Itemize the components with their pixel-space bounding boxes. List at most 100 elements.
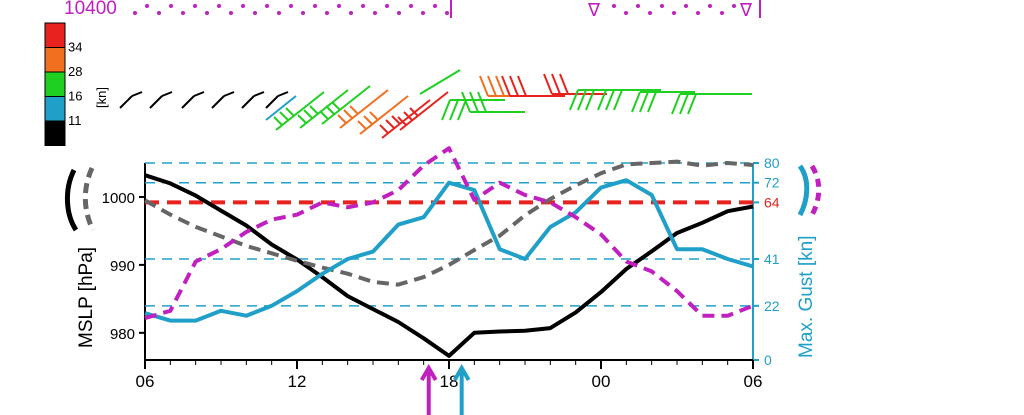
legend-tick-label: 11 [68,113,82,128]
wind-barb [241,91,265,109]
top-strip-dot [217,4,221,8]
plot-area: 980 990 1000 0 22 41 64 72 80 06 12 18 00 06 [102,146,780,415]
top-strip-dot [325,11,329,15]
top-strip-dot [193,4,197,8]
series-line-mslp_gray [144,159,754,287]
wind-barb [501,75,565,97]
top-strip-end-glyph-2: ∇ [739,0,753,20]
top-strip-dot [696,11,700,15]
wind-barb [273,91,325,131]
y-tick-label-right: 80 [764,155,780,171]
wind-speed-legend: [kn] 34 28 16 11 [44,22,109,146]
top-strip-dot [624,11,628,15]
legend-tick-label: 16 [68,89,82,104]
top-strip-label: 10400 [64,0,117,19]
x-tick-label: 06 [744,372,763,391]
top-strip-dot [660,4,664,8]
legend-tick-label: 34 [68,40,82,55]
top-strip-dot [433,4,437,8]
y-tick-label-right: 64 [764,194,780,210]
wind-barb [265,95,297,121]
top-strip-dot [301,11,305,15]
x-tick-label: 18 [440,372,459,391]
top-strip-dot [648,11,652,15]
top-strip-dot [373,11,377,15]
y-axis-left-label: MSLP [hPa] [76,247,97,348]
top-strip-dots [133,0,761,18]
top-strip-dot [313,4,317,8]
wind-barb [671,93,735,115]
wind-barb [119,91,143,109]
top-strip-dot [636,4,640,8]
wind-barb [461,91,525,113]
y-tick-label-right: 72 [764,175,780,191]
top-strip-end-glyph-1: ∇ [587,0,601,20]
top-strip-dot [397,11,401,15]
legend-unit-label: [kn] [94,87,109,108]
top-strip-dot [409,4,413,8]
x-tick-label: 06 [136,372,155,391]
x-tick-label: 00 [592,372,611,391]
wind-barb [419,69,461,95]
legend-tick-label: 28 [68,64,82,79]
top-strip-dot [133,11,137,15]
wind-barb [319,85,371,125]
top-strip-dot [289,4,293,8]
top-strip-dot [265,4,269,8]
top-strip-dot [732,4,736,8]
legend-swatch [44,120,66,146]
top-strip-dot [337,4,341,8]
event-arrow [452,364,471,415]
top-strip-dot [672,11,676,15]
series-line-mslp_black [144,173,754,358]
top-strip-dot [421,11,425,15]
y-tick-label-right: 22 [764,298,780,314]
y-tick-label-left: 980 [110,326,135,343]
top-strip-dot [145,4,149,8]
wind-barb [265,91,289,109]
wind-barb [211,91,235,109]
wind-barb [297,89,349,129]
wind-barb [441,99,505,121]
legend-swatch [44,96,66,122]
top-strip: 10400 ∇ ∇ [64,0,761,20]
series-line-gust_blue [144,178,754,323]
right-series-key [797,164,822,217]
top-strip-dot [720,11,724,15]
top-strip-dot [277,11,281,15]
wind-barb [181,91,205,109]
wind-barb [379,99,431,139]
top-strip-dot [361,4,365,8]
top-strip-dot [385,4,389,8]
wind-barb [543,73,607,95]
y-tick-label-left: 990 [110,258,135,275]
wind-barb [597,89,661,111]
top-strip-dot [253,11,257,15]
top-strip-dot [169,4,173,8]
series-line-gust_magenta [144,146,754,321]
wind-barb [397,91,449,131]
top-strip-dot [349,11,353,15]
legend-swatch [44,22,66,48]
top-strip-dot [205,11,209,15]
wind-barb [631,91,695,113]
top-strip-dot [229,11,233,15]
left-series-key [64,166,96,232]
wind-barb [149,91,173,109]
top-strip-dot [612,4,616,8]
y-tick-label-right: 41 [764,251,780,267]
top-strip-dot [708,4,712,8]
top-strip-dot [181,11,185,15]
event-arrow [420,364,438,415]
y-tick-label-left: 1000 [102,190,135,207]
y-tick-label-right: 0 [764,352,772,368]
legend-swatch [44,71,66,97]
wind-barb [337,89,389,129]
y-axis-right-label: Max. Gust [kn] [796,236,817,358]
wind-barbs [119,69,752,139]
top-strip-dot [445,11,449,15]
x-tick-label: 12 [288,372,307,391]
legend-swatch [44,47,66,73]
top-strip-dot [157,11,161,15]
